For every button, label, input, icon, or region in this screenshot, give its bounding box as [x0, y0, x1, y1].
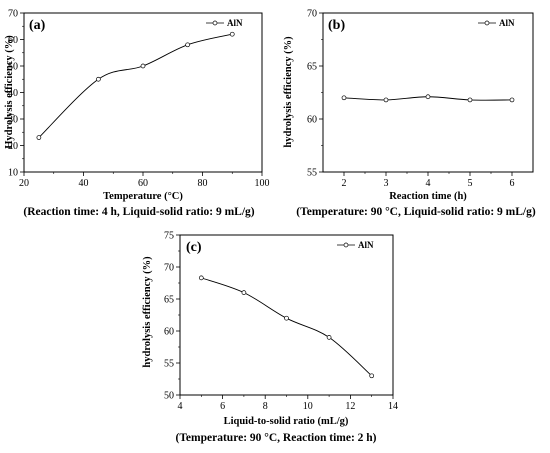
panel-label-b: (b)	[328, 18, 345, 33]
x-axis-title-b: Reaction time (h)	[389, 191, 467, 202]
panel-label-c: (c)	[186, 240, 202, 255]
x-tick-label-a-1: 40	[79, 178, 89, 189]
series-layer-b	[341, 94, 515, 103]
data-point-b-0-0	[341, 95, 347, 101]
data-point-a-0-2	[140, 63, 146, 69]
caption-c: (Temperature: 90 °C, Reaction time: 2 h)	[175, 432, 376, 444]
data-point-b-0-1	[383, 97, 389, 103]
x-tick-label-c-1: 6	[220, 401, 225, 412]
y-tick-label-a-3: 40	[8, 88, 18, 99]
series-line-c-0	[201, 277, 373, 377]
y-tick-label-c-3: 65	[164, 295, 174, 306]
y-tick-label-c-4: 70	[164, 263, 174, 274]
legend-a: AlN	[206, 18, 243, 28]
x-tick-label-a-3: 80	[198, 178, 208, 189]
series-layer-a	[36, 31, 235, 140]
data-point-c-0-3	[326, 335, 332, 340]
legend-label-a: AlN	[227, 18, 243, 28]
x-tick-label-a-4: 100	[255, 178, 270, 189]
chart-c: (c) 4 6 8 10 12 14 50 55 60 65 70 75 AlN Liquid-to-…	[142, 231, 398, 445]
data-point-b-0-3	[467, 97, 473, 103]
x-axis-title-a: Temperature (°C)	[103, 191, 183, 202]
x-axis-title-c: Liquid-to-solid ratio (mL/g)	[224, 416, 349, 427]
data-point-a-0-4	[229, 31, 235, 37]
data-point-b-0-4	[509, 97, 515, 103]
caption-b: (Temperature: 90 °C, Liquid-solid ratio:…	[296, 206, 536, 218]
y-tick-label-b-2: 65	[307, 62, 317, 73]
legend-marker-c	[343, 242, 349, 248]
caption-a: (Reaction time: 4 h, Liquid-solid ratio:…	[23, 206, 254, 218]
x-tick-label-b-1: 3	[384, 178, 389, 189]
grid-marks-c: 4 6 8 10 12 14 50 55 60 65 70 75	[164, 231, 398, 413]
plot-frame-a	[23, 12, 263, 173]
plot-frame-b	[322, 12, 534, 173]
y-tick-label-c-5: 75	[164, 231, 174, 242]
series-line-a-0	[38, 33, 233, 138]
y-axis-title-b: hydrolysis efficiency (%)	[283, 36, 294, 148]
y-tick-label-a-2: 30	[8, 115, 18, 126]
legend-marker-a	[212, 20, 218, 26]
grid-marks-b: 2 3 4 5 6 55 60 65 70	[307, 9, 515, 190]
data-point-a-0-0	[36, 135, 42, 140]
y-axis-title-c: hydrolysis efficiency (%)	[142, 256, 153, 368]
x-tick-label-c-0: 4	[178, 401, 183, 412]
y-tick-label-a-6: 70	[8, 9, 18, 20]
legend-b: AlN	[478, 18, 515, 28]
y-tick-label-a-4: 50	[8, 62, 18, 73]
x-tick-label-c-2: 8	[263, 401, 268, 412]
y-tick-label-a-0: 10	[8, 168, 18, 179]
y-tick-label-b-3: 70	[307, 9, 317, 20]
x-tick-label-b-4: 6	[510, 178, 515, 189]
plot-frame-c	[179, 234, 394, 396]
data-point-c-0-1	[241, 290, 247, 295]
y-axis-title-a: Hydrolysis efficiency (%)	[4, 35, 15, 149]
y-tick-label-c-2: 60	[164, 327, 174, 338]
y-tick-label-b-0: 55	[307, 168, 317, 179]
x-tick-label-a-2: 60	[138, 178, 148, 189]
legend-marker-b	[484, 20, 490, 26]
x-tick-label-b-0: 2	[342, 178, 347, 189]
data-point-c-0-2	[284, 315, 289, 321]
legend-c: AlN	[337, 240, 374, 250]
legend-label-b: AlN	[499, 18, 515, 28]
panel-label-a: (a)	[29, 18, 46, 33]
series-layer-c	[198, 275, 375, 379]
legend-label-c: AlN	[358, 240, 374, 250]
x-tick-label-b-2: 4	[426, 178, 431, 189]
x-tick-label-c-5: 14	[388, 401, 398, 412]
x-tick-label-c-4: 12	[345, 401, 355, 412]
data-point-a-0-3	[185, 42, 190, 48]
x-tick-label-c-3: 10	[303, 401, 313, 412]
data-point-b-0-2	[425, 94, 431, 100]
data-point-c-0-0	[198, 275, 204, 281]
data-point-c-0-4	[369, 373, 375, 379]
y-tick-label-c-1: 55	[164, 359, 174, 370]
y-tick-label-b-1: 60	[307, 115, 317, 126]
y-tick-label-c-0: 50	[164, 391, 174, 402]
x-tick-label-b-3: 5	[468, 178, 473, 189]
y-tick-label-a-1: 20	[8, 141, 18, 152]
data-point-a-0-1	[96, 76, 101, 82]
x-tick-label-a-0: 20	[19, 178, 29, 189]
y-tick-label-a-5: 60	[8, 35, 18, 46]
